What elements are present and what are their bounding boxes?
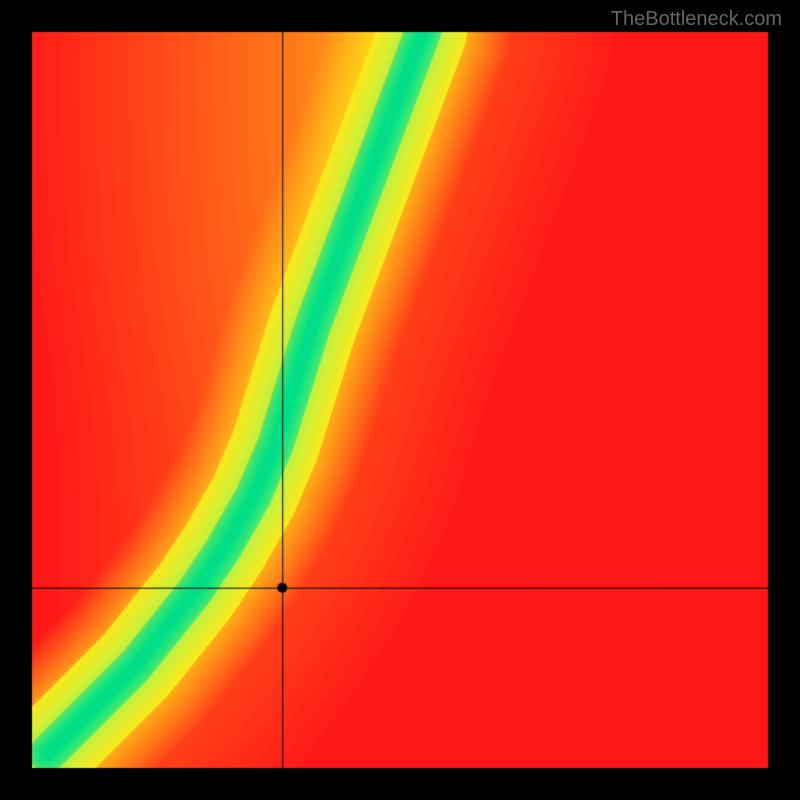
heatmap-canvas <box>0 0 800 800</box>
chart-container: TheBottleneck.com <box>0 0 800 800</box>
watermark-text: TheBottleneck.com <box>611 8 782 31</box>
